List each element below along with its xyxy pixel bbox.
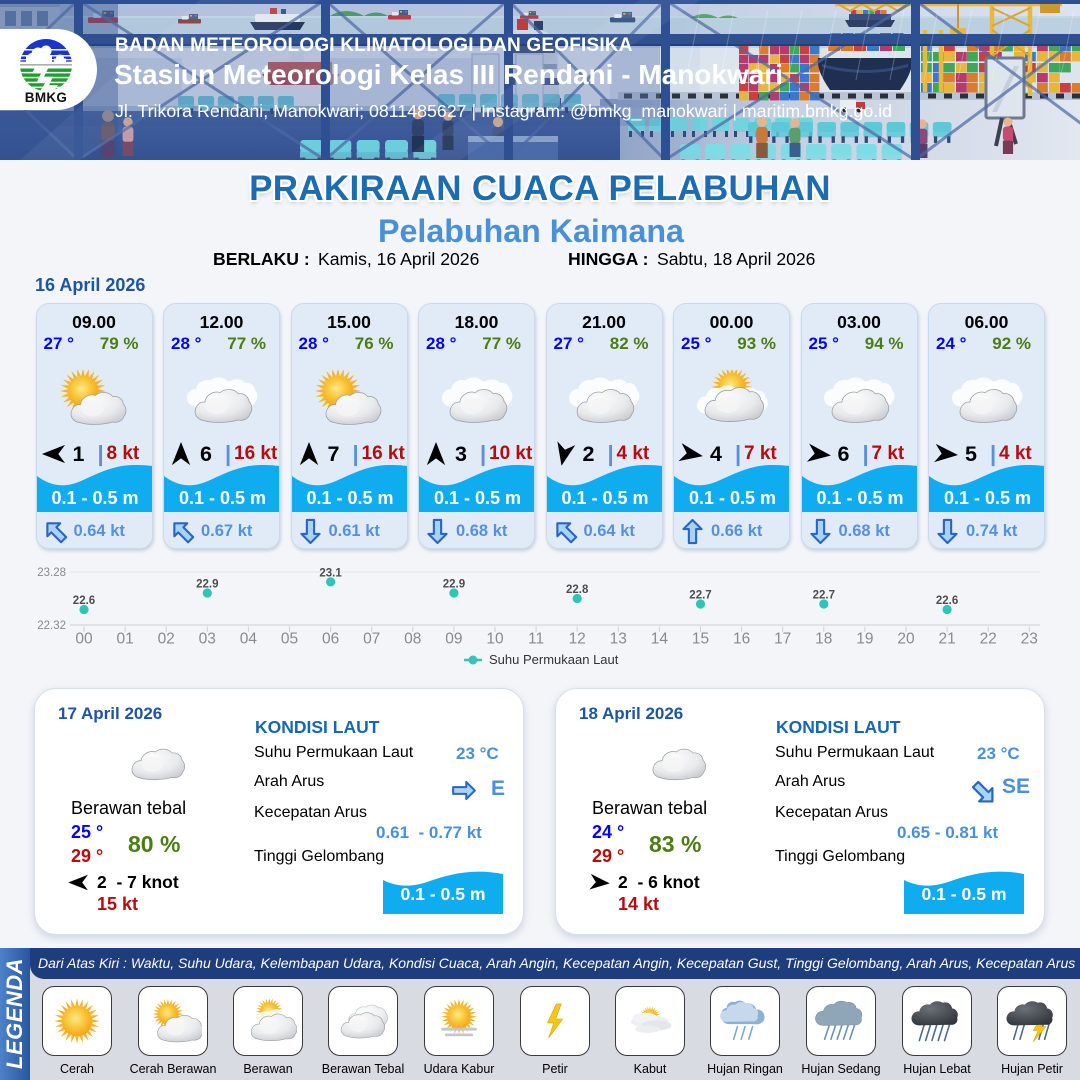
svg-text:23.1: 23.1 [319,567,342,579]
svg-text:09: 09 [445,631,462,648]
svg-text:07: 07 [363,631,380,648]
svg-text:18: 18 [815,631,832,648]
svg-text:10: 10 [486,631,504,648]
svg-text:22.9: 22.9 [196,579,218,591]
svg-text:17: 17 [774,631,791,648]
svg-text:05: 05 [281,631,298,648]
svg-text:22.6: 22.6 [936,595,958,607]
svg-text:22.8: 22.8 [566,584,589,596]
svg-text:19: 19 [856,631,873,648]
svg-text:15: 15 [692,631,709,648]
svg-text:22: 22 [980,631,997,648]
svg-text:22.32: 22.32 [37,620,66,632]
svg-text:00: 00 [75,631,93,648]
svg-text:01: 01 [116,631,133,648]
svg-text:22.9: 22.9 [443,579,465,591]
svg-text:Suhu Permukaan Laut: Suhu Permukaan Laut [489,652,619,667]
svg-text:20: 20 [897,631,915,648]
svg-text:08: 08 [404,631,421,648]
svg-text:22.7: 22.7 [689,590,711,602]
svg-text:13: 13 [610,631,627,648]
svg-text:22.6: 22.6 [73,595,95,607]
svg-text:03: 03 [199,631,216,648]
svg-text:21: 21 [938,631,955,648]
svg-text:02: 02 [158,631,175,648]
svg-text:12: 12 [569,631,586,648]
svg-text:14: 14 [651,631,669,648]
svg-text:04: 04 [240,631,258,648]
svg-text:22.7: 22.7 [813,590,835,602]
svg-text:23.28: 23.28 [37,567,66,579]
svg-text:11: 11 [528,631,544,648]
svg-text:16: 16 [733,631,750,648]
svg-text:23: 23 [1021,631,1038,648]
svg-text:06: 06 [322,631,339,648]
